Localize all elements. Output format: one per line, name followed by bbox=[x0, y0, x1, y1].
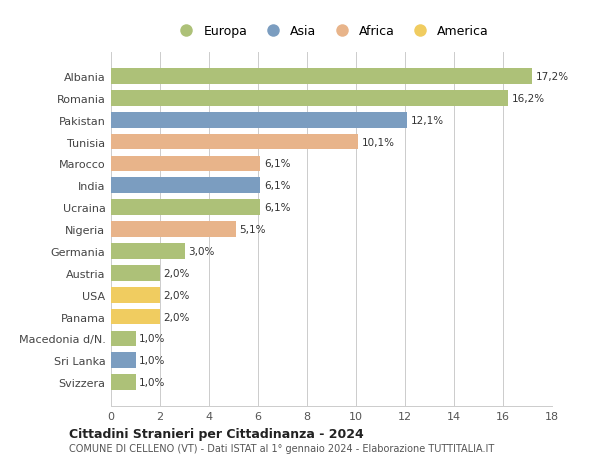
Text: 12,1%: 12,1% bbox=[411, 115, 444, 125]
Text: 2,0%: 2,0% bbox=[164, 268, 190, 278]
Bar bbox=[111, 156, 260, 172]
Text: 1,0%: 1,0% bbox=[139, 355, 166, 365]
Text: 16,2%: 16,2% bbox=[512, 94, 545, 104]
Bar bbox=[111, 309, 160, 325]
Bar bbox=[111, 91, 508, 106]
Text: 3,0%: 3,0% bbox=[188, 246, 215, 256]
Text: 2,0%: 2,0% bbox=[164, 312, 190, 322]
Bar bbox=[111, 287, 160, 303]
Text: COMUNE DI CELLENO (VT) - Dati ISTAT al 1° gennaio 2024 - Elaborazione TUTTITALIA: COMUNE DI CELLENO (VT) - Dati ISTAT al 1… bbox=[69, 443, 494, 453]
Text: Cittadini Stranieri per Cittadinanza - 2024: Cittadini Stranieri per Cittadinanza - 2… bbox=[69, 427, 364, 440]
Bar bbox=[111, 69, 532, 84]
Text: 2,0%: 2,0% bbox=[164, 290, 190, 300]
Text: 6,1%: 6,1% bbox=[264, 203, 290, 213]
Bar bbox=[111, 353, 136, 368]
Bar bbox=[111, 265, 160, 281]
Text: 5,1%: 5,1% bbox=[239, 224, 266, 235]
Text: 10,1%: 10,1% bbox=[362, 137, 395, 147]
Bar bbox=[111, 178, 260, 194]
Text: 17,2%: 17,2% bbox=[536, 72, 569, 82]
Bar bbox=[111, 222, 236, 237]
Bar bbox=[111, 134, 358, 150]
Text: 1,0%: 1,0% bbox=[139, 334, 166, 344]
Bar bbox=[111, 375, 136, 390]
Text: 6,1%: 6,1% bbox=[264, 159, 290, 169]
Legend: Europa, Asia, Africa, America: Europa, Asia, Africa, America bbox=[169, 20, 494, 43]
Bar bbox=[111, 112, 407, 128]
Text: 1,0%: 1,0% bbox=[139, 377, 166, 387]
Bar bbox=[111, 243, 185, 259]
Text: 6,1%: 6,1% bbox=[264, 181, 290, 191]
Bar bbox=[111, 200, 260, 216]
Bar bbox=[111, 331, 136, 347]
